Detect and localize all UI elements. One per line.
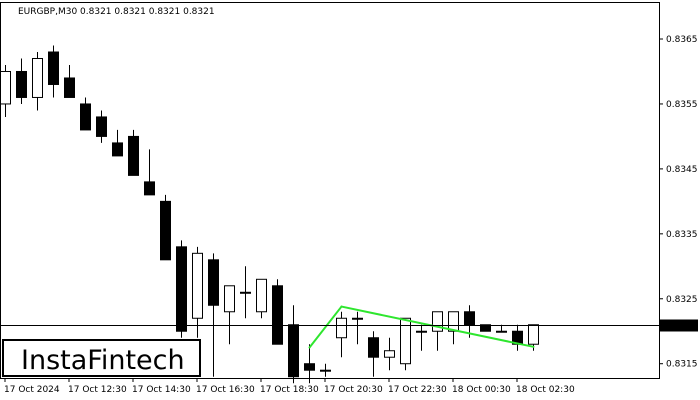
- bear-candle: [64, 64, 75, 98]
- candle-body: [64, 77, 75, 98]
- bull-candle: [448, 311, 459, 345]
- time-tick-label: 17 Oct 12:30: [68, 385, 127, 395]
- bull-candle: [400, 317, 411, 371]
- candle-body: [128, 135, 139, 176]
- bear-candle: [208, 253, 219, 377]
- bear-candle: [272, 279, 283, 345]
- bear-candle: [176, 240, 187, 338]
- price-scale: 0.8365 0.8355 0.8345 0.8335 0.8325 0.8315: [659, 35, 698, 370]
- time-tick-label: 17 Oct 20:30: [324, 385, 383, 395]
- bear-candle: [304, 344, 315, 384]
- time-tick-label: 17 Oct 18:30: [260, 385, 319, 395]
- price-tick-label: 0.8355: [666, 100, 698, 110]
- candle-body: [240, 291, 251, 294]
- bull-candle: [416, 324, 427, 351]
- bull-candle: [192, 246, 203, 338]
- price-tick-label: 0.8365: [666, 35, 698, 45]
- candle-body: [448, 311, 459, 332]
- pattern-segment: [340, 305, 535, 348]
- candle-body: [304, 363, 315, 371]
- price-tick-label: 0.8315: [666, 360, 698, 370]
- candle-body: [528, 324, 539, 345]
- bull-candle: [240, 266, 251, 319]
- instafintech-logo: InstaFintech: [2, 339, 201, 377]
- bear-candle: [512, 324, 523, 351]
- candle-body: [96, 116, 107, 137]
- time-scale: 17 Oct 2024 17 Oct 12:30 17 Oct 14:30 17 Oc…: [4, 378, 575, 395]
- candle-body: [352, 317, 363, 320]
- candle-body: [0, 70, 11, 105]
- bear-candle: [128, 129, 139, 176]
- candle-body: [320, 369, 331, 372]
- bear-candle: [16, 58, 27, 104]
- bull-candle: [224, 285, 235, 345]
- bull-candle: [384, 337, 395, 371]
- candle-body: [496, 330, 507, 333]
- bear-candle: [464, 305, 475, 338]
- time-tick-label: 17 Oct 16:30: [196, 385, 255, 395]
- candle-body: [176, 246, 187, 332]
- time-tick-label: 17 Oct 22:30: [388, 385, 447, 395]
- pattern-lines: [308, 305, 535, 349]
- candle-body: [384, 350, 395, 358]
- current-price-tag-bg: [660, 319, 698, 332]
- time-tick-label: 17 Oct 14:30: [132, 385, 191, 395]
- current-price-label: 0.8321: [664, 322, 696, 332]
- logo-text: InstaFintech: [21, 345, 185, 376]
- time-tick-label: 18 Oct 02:30: [516, 385, 575, 395]
- current-price-tag: 0.8321: [660, 319, 698, 332]
- candles: [0, 45, 539, 384]
- candle-body: [16, 70, 27, 98]
- candle-body: [80, 103, 91, 131]
- symbol-info: EURGBP,M30 0.8321 0.8321 0.8321 0.8321: [18, 7, 215, 17]
- bull-candle: [432, 311, 443, 351]
- candle-body: [336, 317, 347, 339]
- candle-body: [32, 57, 43, 98]
- bear-candle: [160, 194, 171, 261]
- price-tick-label: 0.8325: [666, 295, 698, 305]
- candle-body: [48, 51, 59, 85]
- candle-body: [416, 330, 427, 333]
- bear-candle: [96, 110, 107, 143]
- bear-candle: [144, 149, 155, 196]
- bear-candle: [112, 129, 123, 157]
- price-tick-label: 0.8335: [666, 230, 698, 240]
- time-tick-label: 17 Oct 2024: [4, 385, 60, 395]
- chart-axes: [0, 2, 660, 379]
- bull-candle: [256, 278, 267, 319]
- price-tick-label: 0.8345: [666, 165, 698, 175]
- logo-frame: [2, 339, 201, 377]
- candle-body: [272, 285, 283, 345]
- candle-body: [464, 311, 475, 326]
- pattern-segment: [308, 305, 343, 349]
- candle-body: [144, 181, 155, 196]
- candle-body: [192, 252, 203, 319]
- bull-candle: [320, 363, 331, 377]
- candle-body: [112, 142, 123, 157]
- candle-body: [256, 278, 267, 313]
- bull-candle: [336, 311, 347, 358]
- candle-body: [208, 259, 219, 306]
- bull-candle: [0, 64, 11, 117]
- bull-candle: [352, 311, 363, 345]
- candle-body: [480, 324, 491, 332]
- candle-body: [400, 317, 411, 365]
- candle-body: [288, 324, 299, 378]
- candle-body: [160, 200, 171, 261]
- candle-body: [432, 311, 443, 332]
- candle-body: [224, 285, 235, 313]
- bear-candle: [288, 305, 299, 384]
- bear-candle: [368, 331, 379, 377]
- bear-candle: [48, 45, 59, 98]
- bear-candle: [80, 97, 91, 131]
- time-tick-label: 18 Oct 00:30: [452, 385, 511, 395]
- bull-candle: [32, 52, 43, 111]
- candle-body: [368, 337, 379, 358]
